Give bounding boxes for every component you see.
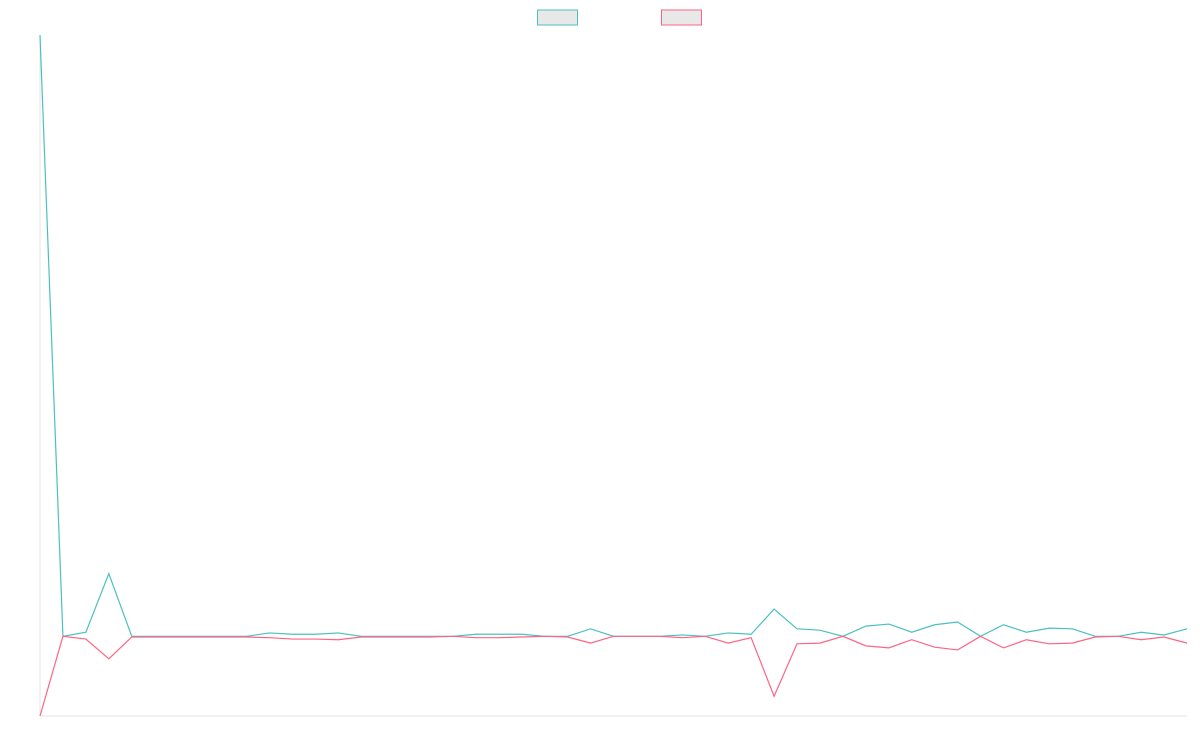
legend-swatch (661, 9, 702, 26)
legend-swatch (537, 9, 578, 26)
line-series (39, 635, 1188, 717)
line-series (39, 34, 1188, 638)
